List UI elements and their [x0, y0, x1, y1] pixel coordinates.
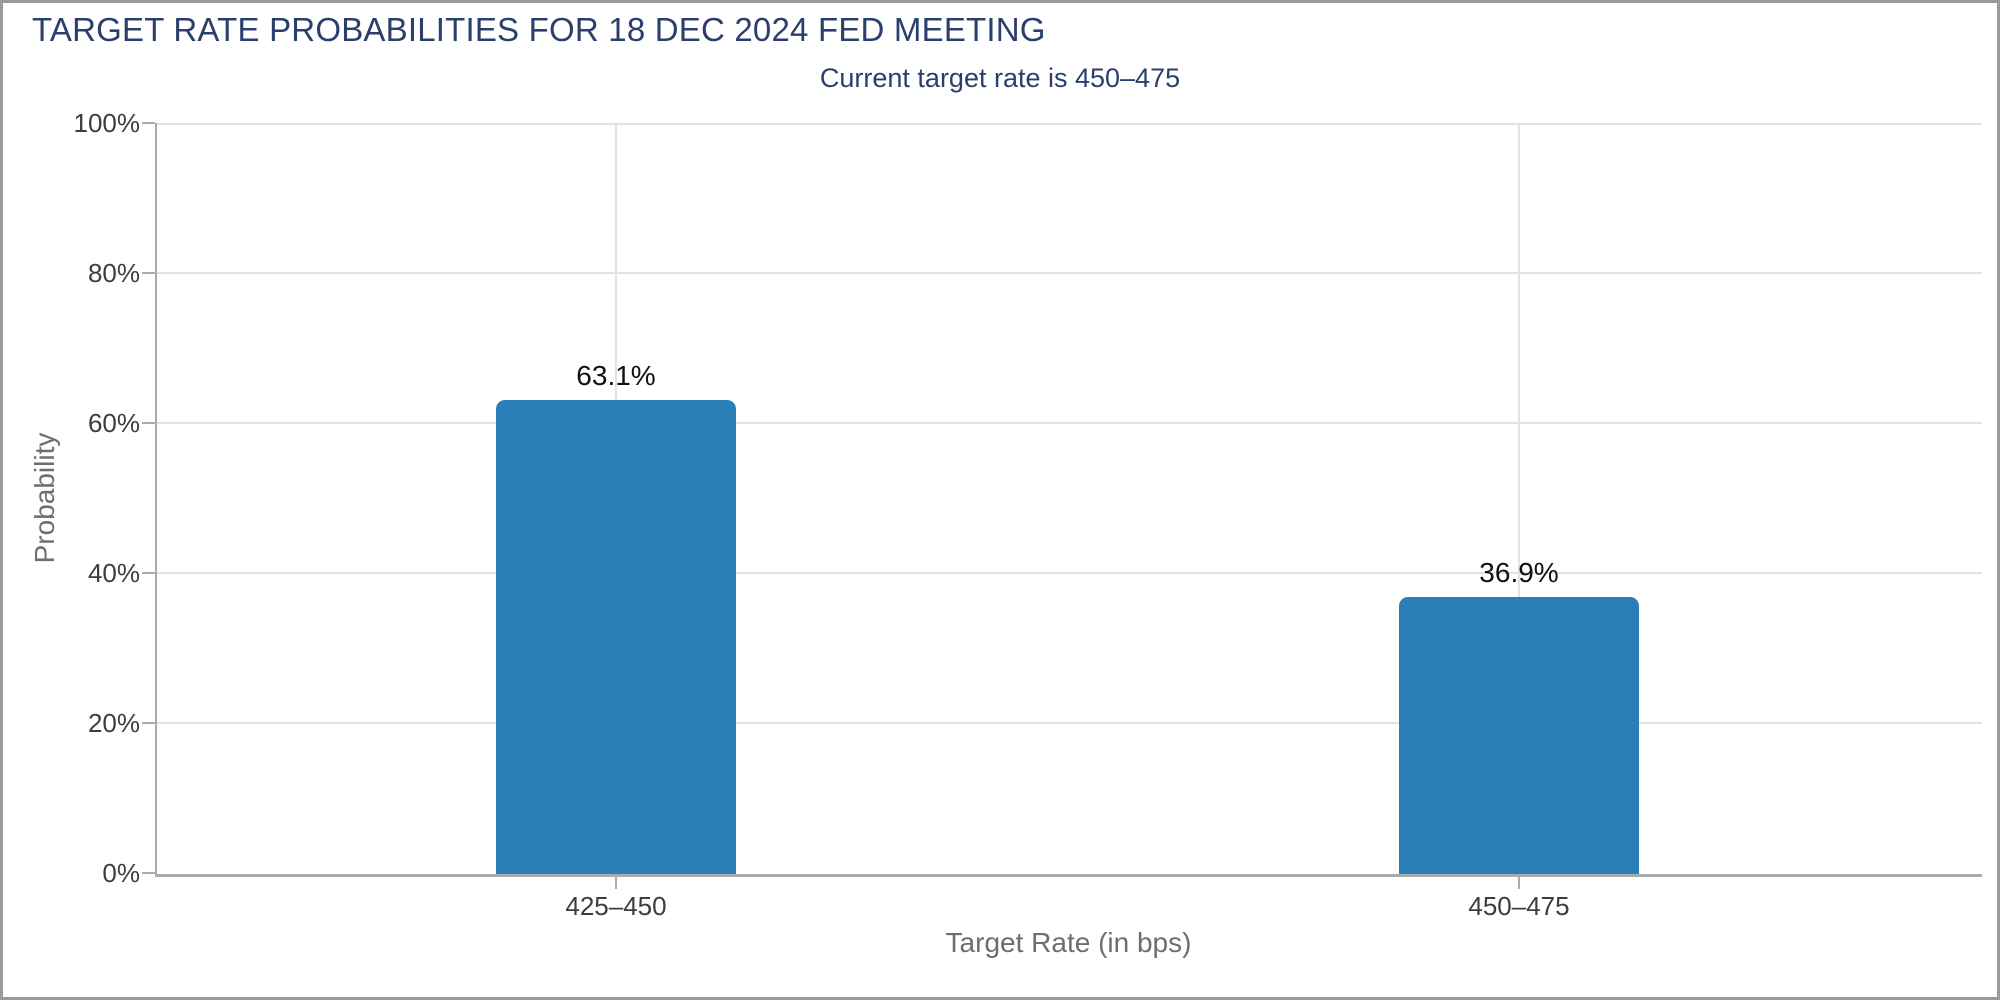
x-tick-mark	[615, 877, 617, 889]
y-tick-mark	[142, 872, 155, 874]
plot-area: 63.1% 36.9%	[155, 123, 1982, 877]
h-gridline-20pct	[157, 722, 1982, 724]
v-gridline-band-2	[1518, 123, 1520, 874]
h-gridline-80pct	[157, 272, 1982, 274]
bar-value-label: 63.1%	[576, 360, 656, 392]
h-gridline-60pct	[157, 422, 1982, 424]
y-tick-mark	[142, 722, 155, 724]
bar-450-475[interactable]	[1399, 596, 1639, 874]
y-tick-mark	[142, 572, 155, 574]
h-gridline-40pct	[157, 572, 1982, 574]
y-tick-mark	[142, 272, 155, 274]
y-tick-label-60: 60%	[87, 408, 140, 438]
x-tick-label-450-475: 450–475	[1468, 891, 1570, 921]
h-gridline-100pct	[157, 123, 1982, 125]
y-tick-mark	[142, 422, 155, 424]
y-tick-mark	[142, 122, 155, 124]
chart-subtitle: Current target rate is 450–475	[819, 63, 1181, 93]
bar-425-450[interactable]	[496, 400, 736, 874]
x-axis-title: Target Rate (in bps)	[945, 927, 1192, 958]
y-axis-title: Probability	[29, 432, 60, 564]
y-tick-label-40: 40%	[87, 558, 140, 588]
y-tick-label-100: 100%	[73, 108, 141, 138]
x-tick-label-425-450: 425–450	[565, 891, 667, 921]
x-tick-mark	[1518, 877, 1520, 889]
bar-value-label: 36.9%	[1479, 556, 1559, 588]
y-tick-label-20: 20%	[87, 708, 140, 738]
chart-title: TARGET RATE PROBABILITIES FOR 18 DEC 202…	[32, 11, 1046, 48]
y-tick-label-0: 0%	[102, 858, 140, 888]
y-tick-label-80: 80%	[87, 258, 140, 288]
